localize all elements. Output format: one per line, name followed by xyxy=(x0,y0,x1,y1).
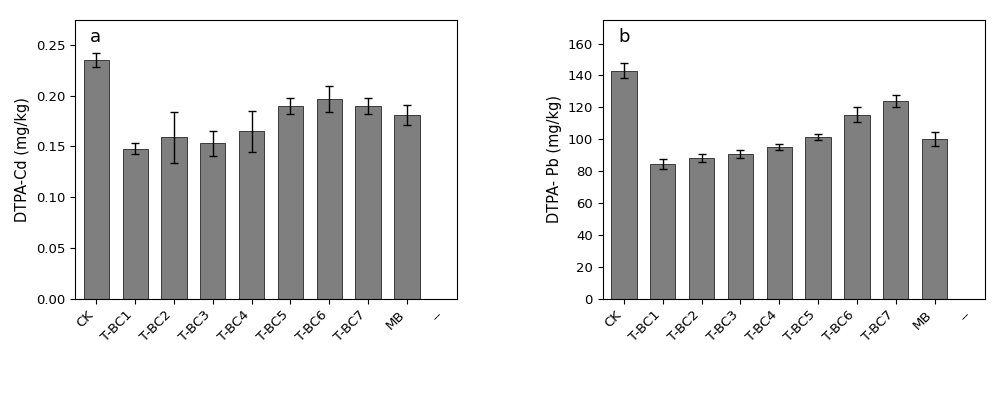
Bar xyxy=(650,164,675,299)
Bar xyxy=(355,106,381,299)
Bar xyxy=(728,154,753,299)
Bar xyxy=(767,147,792,299)
Bar xyxy=(84,60,109,299)
Y-axis label: DTPA- Pb (mg/kg): DTPA- Pb (mg/kg) xyxy=(547,95,562,223)
Bar xyxy=(278,106,303,299)
Bar xyxy=(161,137,187,299)
Bar xyxy=(844,114,870,299)
Bar xyxy=(317,99,342,299)
Bar xyxy=(689,158,714,299)
Text: a: a xyxy=(90,28,101,46)
Bar xyxy=(123,149,148,299)
Bar xyxy=(805,137,831,299)
Bar xyxy=(239,131,264,299)
Bar xyxy=(611,71,637,299)
Bar xyxy=(200,143,225,299)
Bar xyxy=(883,101,908,299)
Bar xyxy=(922,139,947,299)
Y-axis label: DTPA-Cd (mg/kg): DTPA-Cd (mg/kg) xyxy=(15,97,30,222)
Bar xyxy=(394,115,420,299)
Text: b: b xyxy=(618,28,629,46)
